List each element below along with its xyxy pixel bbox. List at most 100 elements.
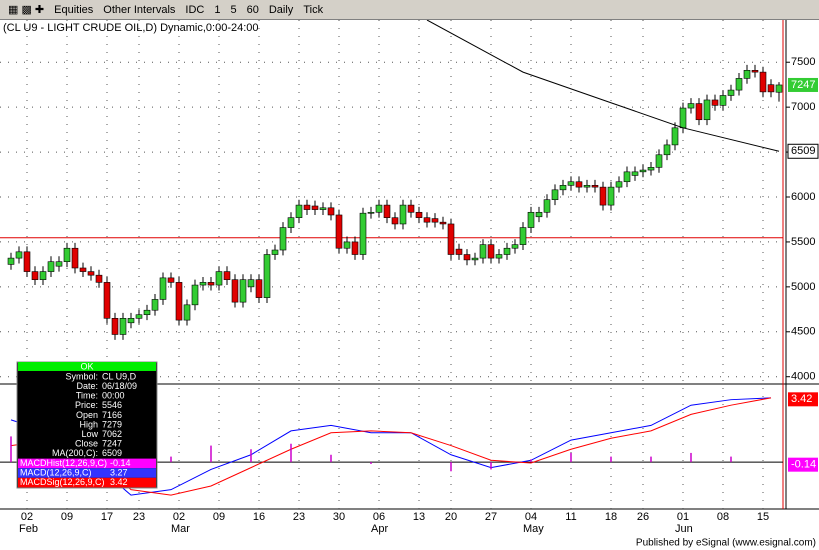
month-label: Feb bbox=[19, 523, 38, 535]
x-tick-label: 18 bbox=[605, 511, 617, 523]
candle-body bbox=[31, 271, 39, 280]
candle-body bbox=[719, 95, 727, 106]
candle-body bbox=[199, 282, 207, 286]
candle-body bbox=[351, 241, 359, 255]
candle-body bbox=[495, 254, 503, 259]
candle-body bbox=[39, 271, 47, 280]
candle-body bbox=[71, 247, 79, 269]
candle-body bbox=[279, 227, 287, 251]
macd-line bbox=[10, 397, 772, 496]
intervals-menu[interactable]: Other Intervals bbox=[103, 3, 176, 16]
candle-body bbox=[399, 204, 407, 225]
candle-body bbox=[591, 185, 599, 188]
toolbar: ▦ ▩ ✚ Equities Other Intervals IDC 1 5 6… bbox=[0, 0, 819, 20]
data-window-label: Date: bbox=[76, 381, 98, 391]
data-window-value: 3.27 bbox=[110, 467, 128, 477]
candle-body bbox=[231, 279, 239, 303]
candle-body bbox=[679, 107, 687, 129]
candle-body bbox=[511, 244, 519, 249]
candle-body bbox=[575, 181, 583, 188]
candle-body bbox=[223, 271, 231, 280]
candle-body bbox=[615, 181, 623, 188]
footer: Published by eSignal (www.esignal.com) bbox=[636, 538, 816, 549]
equities-menu[interactable]: Equities bbox=[54, 3, 94, 16]
interval-button[interactable]: 1 bbox=[214, 3, 221, 16]
candle-body bbox=[559, 185, 567, 191]
candle-body bbox=[247, 279, 255, 288]
candle-body bbox=[55, 261, 63, 267]
data-window-header-text: OK bbox=[80, 361, 93, 371]
data-window-value: CL U9,D bbox=[102, 371, 137, 381]
macd-line bbox=[10, 397, 772, 496]
toolbar-button[interactable]: ▦ ▩ ✚ bbox=[8, 4, 45, 16]
candle-body bbox=[727, 89, 735, 96]
data-window-label: High bbox=[79, 419, 98, 429]
candle-body bbox=[327, 207, 335, 216]
candle-body bbox=[751, 70, 759, 73]
x-tick-label: 27 bbox=[485, 511, 497, 523]
x-tick-label: 02 bbox=[173, 511, 185, 523]
y-tick-label: 5000 bbox=[791, 281, 815, 293]
month-label: Mar bbox=[171, 523, 190, 535]
data-window-row-bg bbox=[18, 468, 156, 478]
x-tick-label: 02 bbox=[21, 511, 33, 523]
macd-value-box bbox=[788, 392, 818, 407]
last-price-label: 7247 bbox=[791, 79, 815, 91]
candle-body bbox=[87, 271, 95, 276]
x-tick-label: 17 bbox=[101, 511, 113, 523]
candle-body bbox=[135, 314, 143, 319]
candle-body bbox=[143, 309, 151, 316]
candle-body bbox=[63, 247, 71, 263]
interval-button[interactable]: Daily bbox=[268, 3, 294, 16]
candle-body bbox=[263, 254, 271, 298]
candle-body bbox=[383, 204, 391, 218]
ma-value-box bbox=[787, 143, 819, 159]
y-tick-label: 7500 bbox=[791, 56, 815, 68]
candle-body bbox=[103, 282, 111, 319]
x-tick-label: 09 bbox=[213, 511, 225, 523]
candle-body bbox=[623, 171, 631, 183]
candle-body bbox=[527, 211, 535, 228]
moving-average bbox=[426, 20, 780, 152]
data-window-value: 00:00 bbox=[102, 391, 125, 401]
candle-body bbox=[391, 217, 399, 225]
data-window-label: Low bbox=[81, 429, 98, 439]
candle-body bbox=[159, 277, 167, 300]
interval-button[interactable]: Tick bbox=[303, 3, 324, 16]
data-window-header bbox=[18, 362, 156, 371]
macd-value-label: 3.42 bbox=[791, 393, 812, 405]
candle-body bbox=[175, 282, 183, 321]
data-window-label: Price: bbox=[75, 400, 98, 410]
interval-button[interactable]: IDC bbox=[185, 3, 205, 16]
candle-body bbox=[335, 214, 343, 249]
x-tick-label: 16 bbox=[253, 511, 265, 523]
candle-body bbox=[455, 248, 463, 255]
candle-body bbox=[255, 279, 263, 298]
candle-body bbox=[151, 299, 159, 311]
candle-body bbox=[471, 257, 479, 261]
candle-body bbox=[15, 251, 23, 259]
month-label: Jun bbox=[675, 523, 693, 535]
candle-body bbox=[647, 167, 655, 171]
candle-body bbox=[447, 223, 455, 255]
data-window-value: 7166 bbox=[102, 410, 122, 420]
candle-body bbox=[191, 284, 199, 306]
candle-body bbox=[551, 189, 559, 201]
candle-body bbox=[639, 169, 647, 173]
data-window-value: 7247 bbox=[102, 439, 122, 449]
x-tick-label: 15 bbox=[757, 511, 769, 523]
ma-value-label: 6509 bbox=[791, 145, 815, 157]
candle-body bbox=[127, 318, 135, 324]
interval-button[interactable]: 5 bbox=[230, 3, 237, 16]
x-tick-label: 04 bbox=[525, 511, 537, 523]
x-tick-label: 01 bbox=[677, 511, 689, 523]
candle-body bbox=[367, 211, 375, 214]
data-window-label: MA(200,C): bbox=[52, 448, 98, 458]
candle-body bbox=[287, 217, 295, 228]
y-tick-label: 5500 bbox=[791, 236, 815, 248]
candle-body bbox=[631, 171, 639, 176]
interval-button[interactable]: 60 bbox=[246, 3, 259, 16]
candle-body bbox=[463, 254, 471, 261]
data-window-value: -0.14 bbox=[110, 458, 131, 468]
